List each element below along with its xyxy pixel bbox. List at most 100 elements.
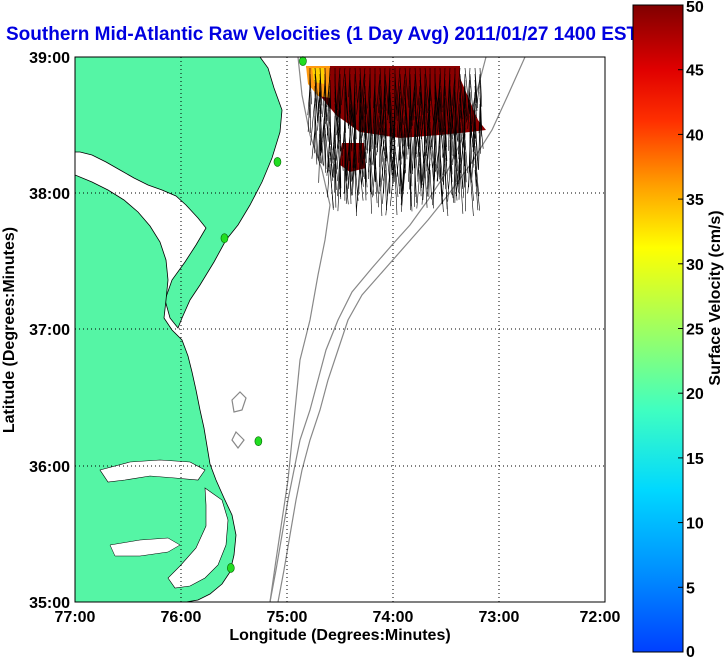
velocity-vector [387, 67, 391, 114]
velocity-vector [354, 115, 356, 147]
velocity-vector [359, 169, 364, 201]
velocity-vector [401, 121, 406, 159]
velocity-vector [345, 163, 351, 204]
velocity-vector [424, 79, 428, 114]
velocity-vector [474, 67, 478, 109]
velocity-vector [441, 91, 446, 130]
velocity-vector [379, 97, 384, 129]
velocity-vector [380, 145, 386, 191]
velocity-vector [467, 97, 471, 129]
velocity-vector [473, 121, 476, 152]
y-axis: 39:00 38:00 37:00 36:00 35:00 Latitude (… [1, 50, 70, 612]
velocity-vector [429, 85, 434, 121]
velocity-vector [428, 79, 431, 111]
velocity-vector [341, 121, 346, 157]
velocity-vector [319, 85, 322, 122]
velocity-vector [417, 151, 421, 182]
velocity-vector [327, 157, 331, 198]
radar-station-marker [227, 563, 235, 573]
velocity-vector [421, 157, 426, 205]
velocity-vector [472, 97, 476, 148]
velocity-vector [432, 109, 436, 150]
velocity-vector [449, 85, 454, 125]
map-title: Southern Mid-Atlantic Raw Velocities (1 … [6, 24, 639, 45]
velocity-vector [442, 127, 446, 176]
velocity-vector [349, 169, 352, 205]
velocity-vector [454, 139, 459, 172]
velocity-vector [409, 139, 413, 187]
velocity-vector [467, 67, 471, 103]
velocity-vector [444, 145, 449, 190]
velocity-vector [410, 85, 416, 130]
velocity-vector [464, 139, 468, 174]
velocity-vector [337, 79, 341, 111]
velocity-vector [379, 67, 383, 110]
velocity-vector [349, 103, 355, 150]
velocity-vector [447, 103, 451, 136]
velocity-vector [390, 157, 396, 207]
velocity-vector [389, 115, 393, 149]
velocity-vector [364, 121, 367, 151]
velocity-vector [354, 139, 358, 170]
colorbar-tick-label: 20 [686, 386, 704, 403]
velocity-vector [361, 103, 366, 138]
velocity-vector [460, 127, 466, 171]
velocity-vector [397, 115, 401, 147]
velocity-vector [416, 109, 421, 148]
velocity-vector [344, 169, 349, 205]
velocity-vector [439, 67, 443, 113]
velocity-vector [394, 163, 399, 198]
velocity-vector [321, 115, 326, 164]
velocity-vector [389, 133, 394, 169]
velocity-vector [424, 115, 426, 145]
velocity-vector [433, 145, 436, 180]
colorbar-gradient [632, 4, 684, 653]
velocity-vector [447, 79, 451, 116]
velocity-vector [459, 169, 464, 214]
velocity-vector [323, 121, 326, 167]
velocity-vector [373, 79, 376, 109]
velocity-vector [429, 169, 432, 200]
velocity-vector [359, 145, 364, 187]
velocity-vector [317, 91, 321, 122]
velocity-vector [442, 73, 446, 108]
velocity-vector [399, 121, 405, 164]
velocity-vector [432, 169, 436, 206]
velocity-vector [318, 139, 321, 183]
velocity-vector [359, 97, 363, 136]
velocity-vector [359, 139, 364, 177]
velocity-vector [426, 109, 431, 156]
velocity-vector [458, 115, 461, 155]
velocity-vector [319, 103, 323, 143]
velocity-vector [329, 151, 334, 181]
velocity-vector [380, 97, 386, 147]
velocity-vector [414, 169, 417, 203]
velocity-vector [359, 127, 364, 167]
velocity-vector [345, 133, 351, 181]
velocity-vector [359, 151, 362, 182]
velocity-vector [356, 79, 361, 115]
velocity-vector [438, 85, 441, 116]
velocity-vector [449, 121, 453, 156]
velocity-vector [358, 85, 361, 132]
velocity-vector [412, 121, 416, 171]
velocity-vector [396, 139, 401, 177]
velocity-vector [462, 145, 466, 189]
velocity-vector [341, 67, 346, 106]
velocity-vector [463, 79, 466, 109]
velocity-vector [329, 169, 334, 208]
x-axis: 77:00 76:00 75:00 74:00 73:00 72:00 Long… [55, 609, 621, 644]
land-mass-south [75, 174, 237, 602]
velocity-vector [411, 79, 416, 118]
velocity-vector [451, 73, 456, 106]
velocity-vector [408, 67, 411, 100]
velocity-vector [369, 97, 373, 136]
velocity-vector [469, 127, 473, 164]
velocity-vector [474, 151, 480, 197]
velocity-vector [384, 79, 387, 111]
velocity-vector [394, 73, 399, 116]
velocity-vector [389, 103, 393, 140]
velocity-vector [434, 91, 438, 135]
velocity-vector [376, 103, 381, 148]
velocity-vector [435, 79, 441, 128]
